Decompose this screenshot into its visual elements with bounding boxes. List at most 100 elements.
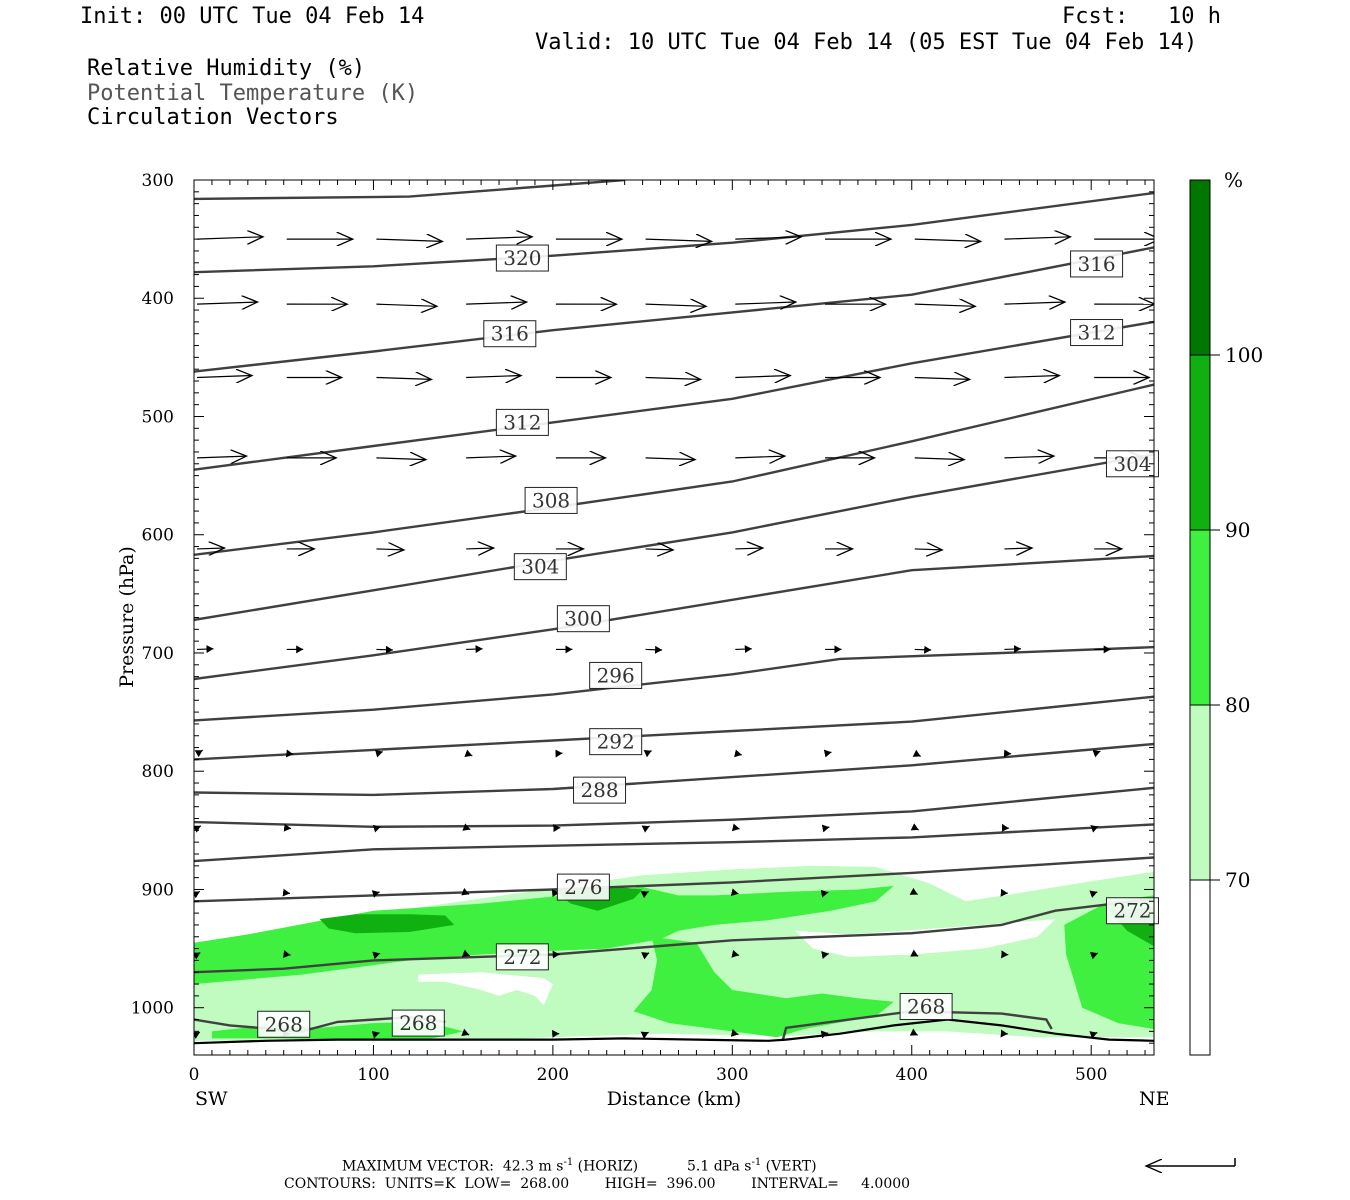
contour-label-box xyxy=(556,873,610,901)
terrain-line xyxy=(194,1018,1154,1045)
circulation-vector xyxy=(1092,749,1101,758)
contour-label-box xyxy=(899,993,953,1021)
circulation-vector xyxy=(641,952,650,960)
circulation-vector xyxy=(376,645,393,654)
y-tick-label: 300 xyxy=(142,171,174,191)
contour-label-box xyxy=(257,1010,311,1038)
circulation-vector xyxy=(914,239,981,241)
circulation-vector xyxy=(196,302,258,304)
circulation-vector xyxy=(735,645,752,654)
contour-label-text: 304 xyxy=(1113,452,1151,476)
contour-label-text: 268 xyxy=(265,1012,303,1036)
circulation-vector xyxy=(735,237,801,239)
endpoint-ne: NE xyxy=(1139,1088,1170,1110)
circulation-vector xyxy=(466,645,483,654)
theta-contour-272 xyxy=(194,897,1154,974)
circulation-vector xyxy=(1004,376,1059,378)
circulation-vector xyxy=(464,749,473,758)
circulation-vector xyxy=(823,749,832,758)
x-tick-label: 200 xyxy=(537,1065,569,1085)
circulation-vector xyxy=(196,237,263,239)
y-axis-label: Pressure (hPa) xyxy=(116,546,138,688)
circulation-vector xyxy=(1089,951,1099,960)
contour-label-box xyxy=(495,943,549,971)
circulation-vector xyxy=(283,823,292,832)
field-rh: Relative Humidity (%) xyxy=(87,56,366,81)
contour-label-box xyxy=(589,728,643,756)
y-tick-label: 400 xyxy=(142,289,174,309)
circulation-vector xyxy=(376,458,425,460)
theta-contour-320 xyxy=(194,191,1154,274)
circulation-vector xyxy=(645,304,707,306)
circulation-vector xyxy=(730,888,739,897)
contour-label: 300 xyxy=(556,605,610,633)
contour-label: 292 xyxy=(589,728,643,756)
contour-label-box xyxy=(589,661,643,689)
colorbar-label: 80 xyxy=(1225,693,1250,717)
colorbar-segment xyxy=(1189,879,1211,1056)
contour-label: 288 xyxy=(573,776,627,804)
contour-label-box xyxy=(483,320,537,348)
contour-label-text: 316 xyxy=(1077,252,1115,276)
circulation-vector xyxy=(914,549,942,550)
circulation-vector xyxy=(909,1028,918,1036)
colorbar-unit: % xyxy=(1224,168,1243,192)
theta-contour-280 xyxy=(194,823,1154,863)
circulation-vector xyxy=(731,823,740,832)
contour-label-box xyxy=(1105,897,1159,925)
contour-label: 296 xyxy=(589,661,643,689)
contour-label-text: 312 xyxy=(1077,321,1115,345)
circulation-vector xyxy=(910,949,919,957)
contour-label-box xyxy=(391,1009,445,1037)
y-tick-label: 800 xyxy=(142,762,174,782)
colorbar-segment xyxy=(1189,704,1211,881)
circulation-vector xyxy=(1004,548,1032,549)
circulation-vector xyxy=(645,458,696,460)
forecast-hour: Fcst: 10 h xyxy=(1062,4,1221,29)
horiz-exponent: -1 xyxy=(563,1157,574,1168)
endpoint-sw: SW xyxy=(195,1088,228,1110)
contour-label: 276 xyxy=(556,873,610,901)
circulation-vector xyxy=(910,823,919,831)
circulation-vector xyxy=(196,548,225,549)
circulation-vector xyxy=(821,824,830,833)
theta-contour-292 xyxy=(194,695,1154,761)
circulation-vector xyxy=(645,549,674,550)
circulation-vector xyxy=(821,951,829,960)
colorbar-segment xyxy=(1189,179,1211,356)
y-tick-label: 1000 xyxy=(131,999,174,1019)
theta-contour-268 xyxy=(781,1010,1053,1042)
x-tick-label: 500 xyxy=(1075,1065,1107,1085)
contour-label: 272 xyxy=(495,943,549,971)
circulation-vector xyxy=(461,949,471,958)
circulation-vector xyxy=(914,377,970,379)
circulation-vector xyxy=(462,823,471,831)
rh-shade-80 xyxy=(633,936,894,1038)
reference-vector xyxy=(1146,1158,1236,1166)
x-tick-label: 300 xyxy=(716,1065,748,1085)
circulation-vector xyxy=(371,890,380,898)
contour-label-box xyxy=(1070,319,1124,347)
contour-label-text: 288 xyxy=(580,778,618,802)
circulation-vector xyxy=(371,1030,380,1039)
circulation-vector xyxy=(643,750,652,758)
contour-label-box xyxy=(556,605,610,633)
theta-contour-312 xyxy=(194,320,1154,471)
circulation-vector xyxy=(735,548,762,549)
circulation-vector xyxy=(914,458,964,460)
vert-exponent: -1 xyxy=(751,1157,762,1168)
colorbar-segment xyxy=(1189,354,1211,531)
contour-label: 312 xyxy=(1070,319,1124,347)
contour-label-box xyxy=(495,408,549,436)
rh-shade-80 xyxy=(194,885,894,985)
y-tick-label: 900 xyxy=(142,880,174,900)
contour-label-box xyxy=(1070,250,1124,278)
rh-colorbar: 70 80 90 100 xyxy=(1189,179,1263,1056)
x-tick-label: 400 xyxy=(896,1065,928,1085)
x-axis-label: Distance (km) xyxy=(607,1088,742,1110)
circulation-vector xyxy=(194,749,203,758)
contour-label-text: 300 xyxy=(564,607,602,631)
circulation-vector xyxy=(376,377,431,379)
circulation-vector xyxy=(376,304,436,306)
